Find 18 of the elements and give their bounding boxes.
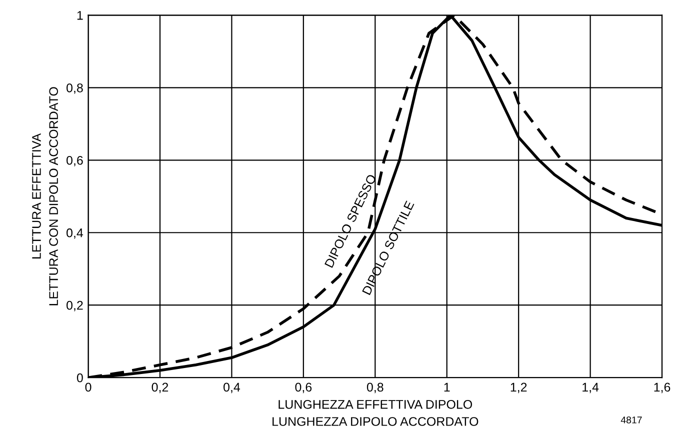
- x-tick-label: 1: [444, 382, 450, 392]
- x-tick-label: 0,4: [224, 382, 240, 394]
- x-tick-label: 0,2: [152, 382, 168, 394]
- x-tick-label: 0,8: [366, 382, 384, 394]
- text: 4817: [620, 416, 642, 424]
- y-tick-label: 0: [76, 373, 83, 382]
- x-tick-label: 1,4: [582, 382, 599, 394]
- y-tick-label: 0,8: [66, 83, 83, 94]
- x-tick-label: 1,6: [654, 382, 670, 394]
- y-tick-label: 0,2: [66, 300, 83, 312]
- x-axis-title: LUNGHEZZA EFFETTIVA DIPOLO LUNGHEZZA DIPOLO ACCORDATO: [272, 400, 478, 426]
- y-tick-label: 0,6: [66, 156, 83, 166]
- x-tick-label: 0: [85, 382, 92, 392]
- x-tick-label: 0,6: [295, 382, 312, 394]
- y-tick-label: 0,4: [66, 228, 84, 239]
- x-tick-label: 1,2: [510, 382, 527, 394]
- y-axis-title: LETTURA EFFETTIVA LETTURA CON DIPOLO ACCORDATO: [32, 87, 58, 306]
- y-tick-label: 1: [77, 11, 83, 20]
